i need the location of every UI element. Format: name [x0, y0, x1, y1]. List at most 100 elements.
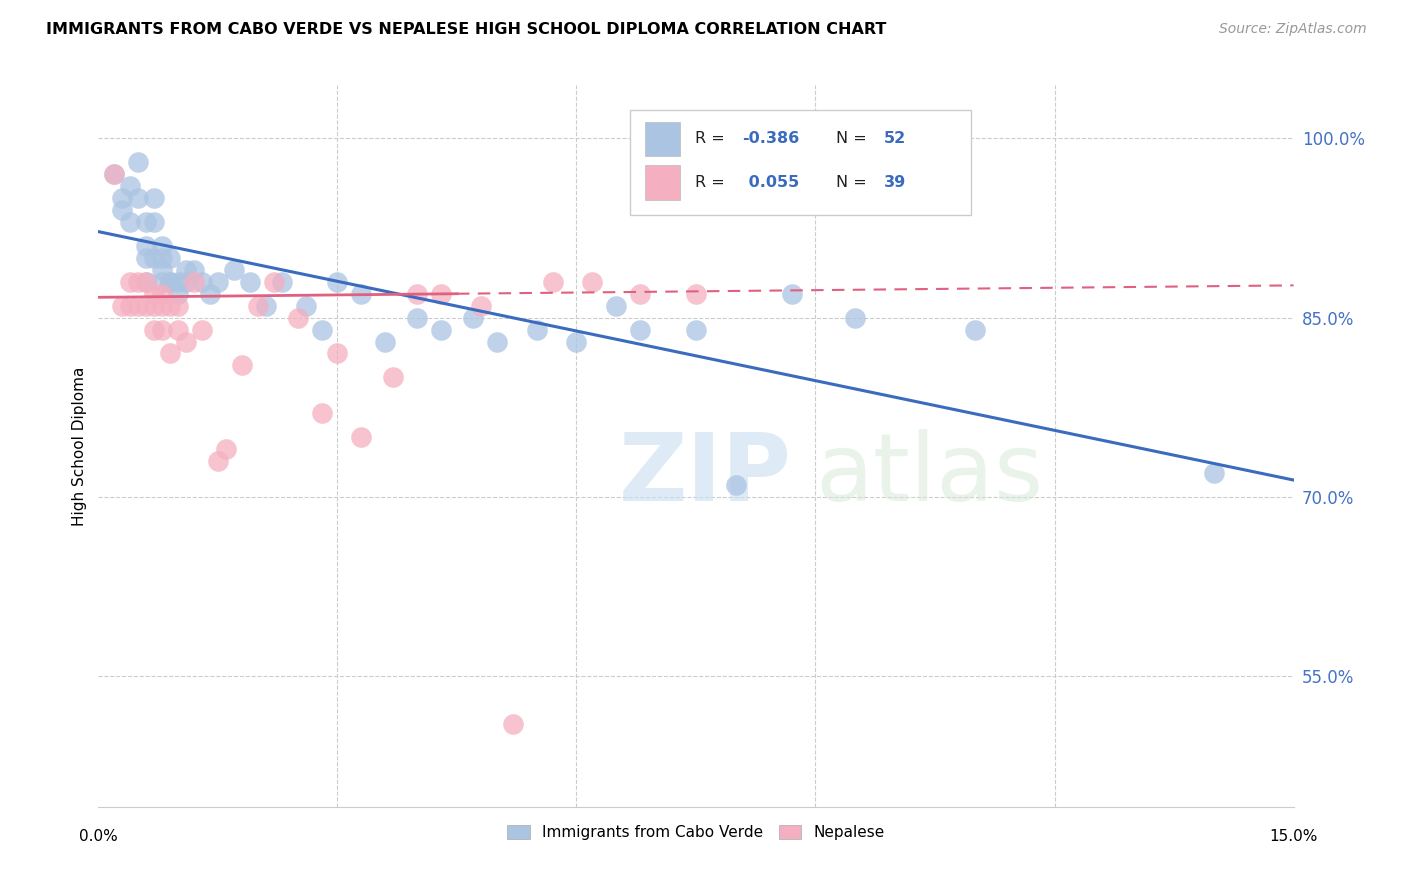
Point — [430, 322, 453, 336]
Text: 52: 52 — [883, 131, 905, 146]
Point — [215, 442, 238, 456]
Point — [120, 215, 142, 229]
Point — [581, 275, 603, 289]
Point — [150, 275, 173, 289]
Text: -0.386: -0.386 — [742, 131, 800, 146]
Point — [287, 310, 309, 325]
Point — [605, 299, 627, 313]
Text: N =: N = — [835, 131, 872, 146]
Point — [135, 251, 157, 265]
Point — [628, 322, 651, 336]
Point — [159, 251, 181, 265]
Point — [294, 299, 316, 313]
Point — [174, 263, 197, 277]
Point — [270, 275, 292, 289]
Point — [111, 299, 134, 313]
Point — [103, 167, 125, 181]
Point — [159, 299, 181, 313]
Point — [150, 251, 173, 265]
Point — [159, 275, 181, 289]
Bar — [644, 121, 681, 156]
Point — [150, 299, 173, 313]
Point — [111, 203, 134, 218]
Point — [191, 322, 214, 336]
Point — [127, 191, 149, 205]
Point — [135, 239, 157, 253]
Point — [780, 286, 803, 301]
Point — [231, 359, 253, 373]
Bar — [644, 165, 681, 200]
Point — [685, 286, 707, 301]
Point — [150, 239, 173, 253]
Point — [350, 430, 373, 444]
Point — [685, 322, 707, 336]
Text: R =: R = — [695, 175, 730, 190]
Point — [239, 275, 262, 289]
Point — [485, 334, 508, 349]
Point — [963, 322, 986, 336]
Point — [159, 275, 181, 289]
Point — [183, 263, 205, 277]
Point — [135, 215, 157, 229]
Point — [263, 275, 285, 289]
Legend: Immigrants from Cabo Verde, Nepalese: Immigrants from Cabo Verde, Nepalese — [501, 819, 891, 847]
Point — [565, 334, 588, 349]
Point — [724, 478, 747, 492]
Point — [150, 322, 173, 336]
Point — [159, 346, 181, 360]
Point — [167, 275, 190, 289]
Point — [198, 286, 221, 301]
Point — [541, 275, 564, 289]
Point — [143, 191, 166, 205]
Point — [628, 286, 651, 301]
Point — [374, 334, 396, 349]
Text: Source: ZipAtlas.com: Source: ZipAtlas.com — [1219, 22, 1367, 37]
Point — [127, 155, 149, 169]
Text: 15.0%: 15.0% — [1270, 829, 1317, 844]
Text: ZIP: ZIP — [619, 429, 792, 521]
Point — [174, 334, 197, 349]
Point — [311, 406, 333, 420]
Point — [167, 322, 190, 336]
Point — [406, 286, 429, 301]
Point — [143, 251, 166, 265]
Text: 39: 39 — [883, 175, 905, 190]
Point — [430, 286, 453, 301]
Point — [167, 299, 190, 313]
Point — [167, 286, 190, 301]
Point — [143, 215, 166, 229]
Point — [120, 275, 142, 289]
Point — [406, 310, 429, 325]
Point — [844, 310, 866, 325]
Point — [150, 286, 173, 301]
Point — [207, 275, 229, 289]
Point — [174, 275, 197, 289]
Point — [103, 167, 125, 181]
Point — [143, 286, 166, 301]
Point — [382, 370, 405, 384]
Point — [246, 299, 269, 313]
Point — [326, 275, 349, 289]
Text: R =: R = — [695, 131, 730, 146]
Point — [502, 716, 524, 731]
Point — [135, 275, 157, 289]
Point — [191, 275, 214, 289]
Point — [111, 191, 134, 205]
Point — [326, 346, 349, 360]
Point — [120, 299, 142, 313]
Point — [311, 322, 333, 336]
Text: atlas: atlas — [815, 429, 1043, 521]
Point — [350, 286, 373, 301]
FancyBboxPatch shape — [630, 110, 972, 215]
Point — [461, 310, 484, 325]
Point — [254, 299, 277, 313]
Point — [222, 263, 245, 277]
Point — [127, 275, 149, 289]
Point — [135, 299, 157, 313]
Point — [526, 322, 548, 336]
Point — [143, 299, 166, 313]
Point — [120, 179, 142, 194]
Text: 0.0%: 0.0% — [79, 829, 118, 844]
Text: IMMIGRANTS FROM CABO VERDE VS NEPALESE HIGH SCHOOL DIPLOMA CORRELATION CHART: IMMIGRANTS FROM CABO VERDE VS NEPALESE H… — [46, 22, 887, 37]
Text: N =: N = — [835, 175, 872, 190]
